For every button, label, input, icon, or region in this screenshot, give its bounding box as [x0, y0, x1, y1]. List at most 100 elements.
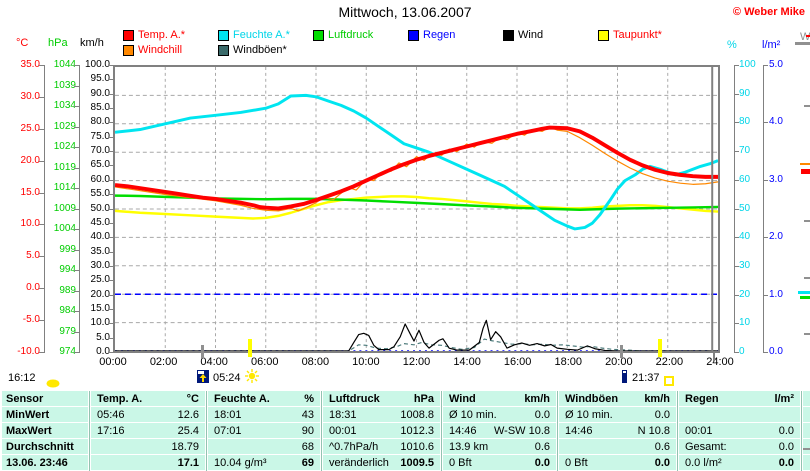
tick-label-hPa: 1014	[53, 182, 76, 193]
table-row: Windböen km/h	[559, 391, 676, 406]
table-cell: ^0.7hPa/h	[329, 440, 379, 453]
tick-icon	[39, 160, 44, 162]
table-cell: 0 Bft	[565, 456, 588, 469]
tick-label-kmh: 60.0	[90, 173, 110, 185]
axis-name-degC: °C	[16, 37, 29, 49]
x-tick-label: 08:00	[301, 356, 330, 368]
row-label: Durchschnitt	[6, 440, 74, 453]
table-row: 00:01 1012.3	[323, 423, 440, 438]
series-temp-a-	[115, 125, 718, 211]
tick-icon	[74, 106, 79, 107]
cutoff-w-axis-label: W	[800, 31, 810, 43]
tick-label-hPa: 1034	[53, 100, 76, 111]
tick-icon	[39, 96, 44, 98]
table-row: 05:46 12.6	[91, 407, 205, 422]
tick-icon	[74, 126, 79, 128]
table-cell: 0 Bft	[449, 456, 472, 469]
tick-label-hPa: 989	[59, 284, 76, 296]
table-row: Gesamt: 0.0	[679, 439, 800, 454]
tick-icon	[108, 222, 113, 224]
tick-icon	[108, 280, 113, 282]
x-tick-label: 10:00	[352, 356, 380, 368]
table-cell-value: 17.1	[177, 456, 199, 469]
sun-event-tick	[657, 339, 662, 357]
moonset-icon	[622, 370, 627, 388]
column-header: Temp. A.	[97, 392, 143, 405]
table-row: 18:01 43	[208, 407, 320, 422]
table-row: 18.79	[91, 439, 205, 454]
x-tick-label: 12:00	[402, 356, 431, 368]
tick-icon	[74, 167, 79, 169]
legend-swatch-icon	[123, 44, 134, 56]
tick-label-hPa: 1019	[53, 161, 76, 173]
tick-label-hPa: 1029	[53, 120, 76, 132]
tick-label-kmh: 90.0	[90, 87, 110, 99]
table-row: 18:31 1008.8	[323, 407, 440, 422]
tick-label-pct: 60	[739, 173, 751, 185]
table-group-luftdruck: Luftdruck hPa 18:31 1008.8 00:01 1012.3 ^0.7hP…	[323, 391, 440, 471]
axis-name-lm2: l/m²	[762, 39, 781, 51]
legend-item-wind: Wind	[503, 29, 543, 41]
cutoff-fragment	[804, 220, 810, 222]
table-row: Ø 10 min. 0.0	[559, 407, 676, 422]
table-row: 17:16 25.4	[91, 423, 205, 438]
legend-item-regen: Regen	[408, 29, 455, 41]
tick-label-hPa: 974	[59, 346, 76, 357]
cutoff-fragment	[800, 296, 810, 299]
legend-item-windchill: Windchill	[123, 44, 182, 56]
cutoff-fragment	[801, 169, 810, 174]
tick-label-kmh: 15.0	[90, 302, 110, 314]
legend-swatch-icon	[218, 44, 229, 56]
table-cutoff-cell	[803, 439, 810, 454]
moon-icon	[46, 375, 60, 393]
table-row: 0.0 l/m² 0.0	[679, 455, 800, 470]
weather-chart	[115, 67, 718, 351]
column-header: Luftdruck	[329, 392, 380, 405]
table-cutoff-cell	[803, 407, 810, 422]
series-wind	[115, 319, 718, 351]
axis-name-kmh: km/h	[80, 37, 104, 49]
legend-swatch-icon	[123, 29, 134, 41]
column-header: Sensor	[2, 391, 88, 406]
tick-icon	[734, 122, 739, 124]
table-row: 14:46 W-SW 10.8	[443, 423, 556, 438]
header-label: Sensor	[6, 392, 44, 405]
table-cell: 07:01	[214, 424, 242, 437]
table-cell-value: 68	[301, 440, 314, 453]
table-row: Wind km/h	[443, 391, 556, 406]
table-group-wind: Wind km/h Ø 10 min. 0.0 14:46 W-SW 10.8 13.9 k…	[443, 391, 556, 471]
tick-icon	[39, 224, 44, 226]
tick-label-lm2: 1.0	[769, 288, 783, 300]
tick-icon	[763, 294, 768, 296]
column-header: Wind	[449, 392, 476, 405]
twilight-tick	[620, 345, 624, 358]
tick-label-pct: 30	[739, 259, 751, 271]
tick-icon	[763, 352, 768, 353]
table-cell-value: 0.0	[534, 456, 550, 469]
legend-swatch-icon	[218, 29, 229, 41]
x-tick-label: 18:00	[554, 356, 583, 368]
tick-label-degC: 35.0	[20, 59, 40, 70]
tick-icon	[74, 270, 79, 271]
row-label: MinWert	[6, 408, 50, 421]
tick-icon	[108, 265, 113, 267]
tick-label-hPa: 979	[59, 325, 76, 337]
tick-icon	[108, 237, 113, 239]
table-cell-value: N 10.8	[637, 424, 670, 437]
table-row: 13.9 km 0.6	[443, 439, 556, 454]
tick-label-kmh: 40.0	[90, 231, 110, 243]
table-divider-icon	[89, 391, 90, 471]
tick-label-hPa: 1044	[53, 59, 76, 70]
table-cell-value: W-SW 10.8	[493, 424, 550, 437]
tick-label-lm2: 5.0	[769, 59, 783, 70]
table-group-temp-a-: Temp. A. °C 05:46 12.6 17:16 25.4 18.79 17.1	[91, 391, 205, 471]
table-cell-value: 0.0	[654, 456, 670, 469]
tick-label-pct: 70	[739, 145, 751, 157]
x-tick-label: 14:00	[453, 356, 481, 368]
tick-label-lm2: 4.0	[769, 116, 783, 128]
tick-label-kmh: 5.0	[96, 331, 110, 343]
cutoff-fragment	[804, 105, 810, 107]
table-cell-value: 1010.6	[400, 440, 434, 453]
tick-label-kmh: 10.0	[90, 317, 110, 329]
legend-label: Windchill	[138, 44, 183, 56]
